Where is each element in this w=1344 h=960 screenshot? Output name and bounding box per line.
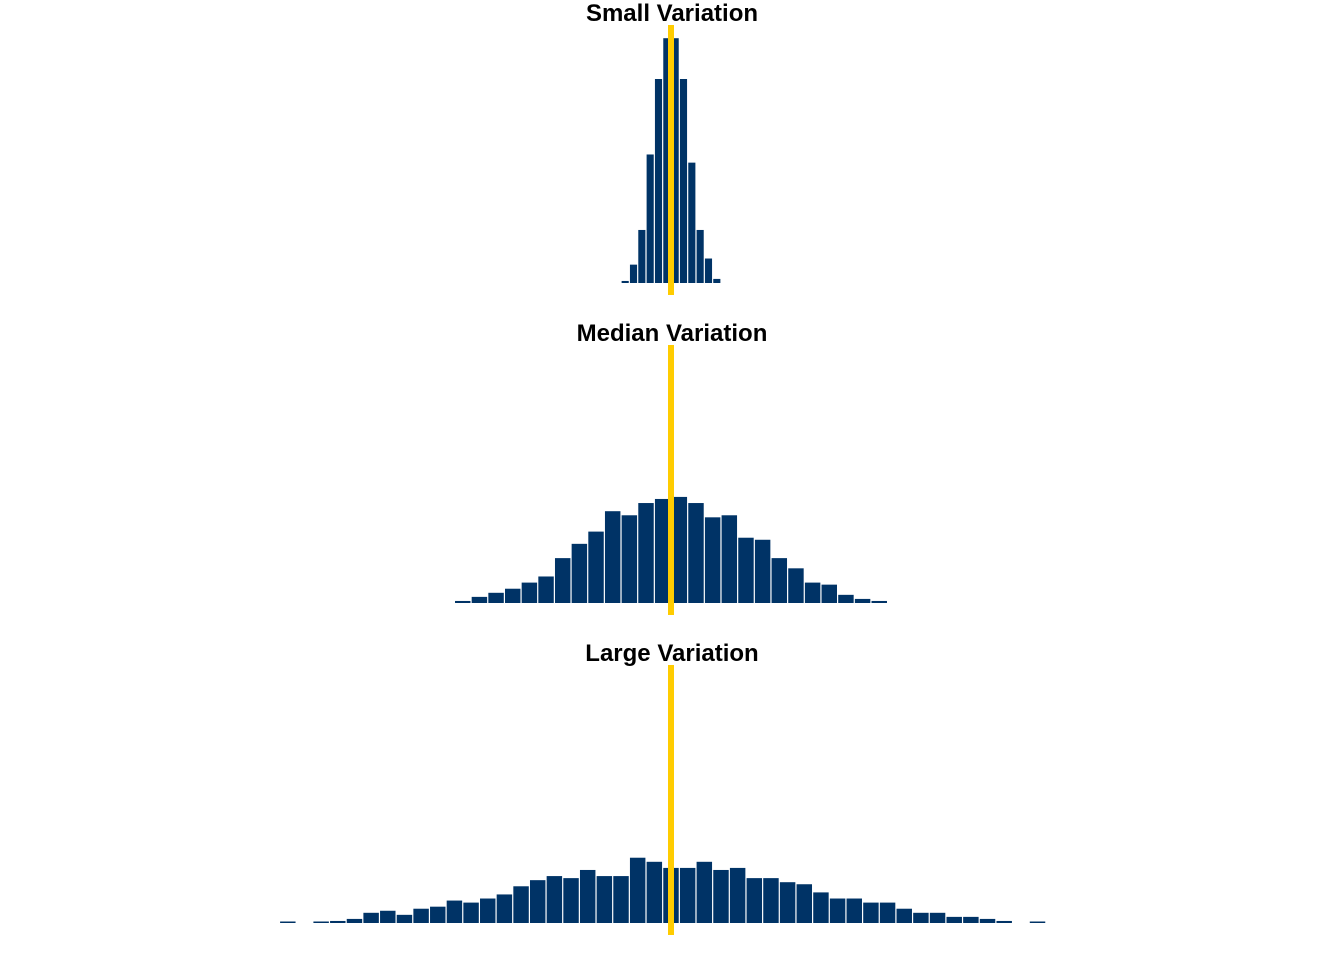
- histogram-bar: [671, 38, 679, 284]
- histogram-bar: [946, 916, 962, 923]
- histogram-bar: [463, 902, 479, 923]
- histogram-bar: [413, 908, 429, 923]
- histogram-bar: [363, 912, 379, 923]
- histogram-bar: [621, 515, 638, 603]
- histogram-bar: [796, 884, 813, 923]
- panel-large-variation: Large Variation: [0, 640, 1344, 960]
- histogram-bar: [663, 38, 671, 284]
- chart-title: Small Variation: [585, 0, 759, 27]
- histogram-bar: [679, 79, 688, 283]
- histogram-bar: [621, 280, 629, 283]
- histogram-bar: [1029, 921, 1046, 923]
- histogram-bar: [846, 898, 862, 923]
- histogram-bar: [505, 588, 521, 603]
- histogram-bar: [480, 898, 496, 923]
- histogram-bar: [396, 914, 413, 923]
- histogram-bar: [513, 886, 529, 923]
- histogram-bar: [863, 902, 879, 923]
- histogram-bar: [696, 861, 713, 923]
- histogram-bar: [838, 594, 854, 603]
- histogram-bar: [788, 568, 804, 603]
- histogram-bar: [779, 882, 796, 923]
- histogram-bar: [646, 154, 654, 283]
- histogram-bar: [696, 229, 704, 283]
- histogram-bar: [629, 264, 638, 283]
- histogram-bar: [729, 867, 746, 923]
- histogram-bar: [488, 592, 504, 603]
- histogram-bar: [721, 515, 738, 603]
- histogram-bar: [671, 496, 688, 603]
- histogram-bar: [446, 900, 463, 923]
- histogram-bar: [879, 902, 896, 923]
- histogram-bar: [546, 876, 563, 923]
- histogram-bar: [738, 537, 754, 603]
- histogram-bar: [821, 584, 837, 603]
- histogram-median-variation: [455, 345, 887, 615]
- histogram-bar: [688, 503, 704, 603]
- histogram-bar: [313, 921, 329, 923]
- histogram-bar: [704, 258, 713, 283]
- panel-median-variation: Median Variation: [0, 320, 1344, 640]
- histogram-bar: [771, 558, 788, 603]
- histogram-bar: [588, 531, 604, 603]
- histogram-bar: [430, 906, 446, 923]
- histogram-small-variation: [621, 25, 721, 295]
- histogram-bar: [529, 880, 546, 923]
- chart-title: Median Variation: [576, 320, 768, 347]
- histogram-bar: [596, 876, 613, 923]
- histogram-bar: [713, 278, 721, 283]
- chart-title: Large Variation: [585, 640, 759, 667]
- histogram-bar: [871, 600, 887, 603]
- histogram-bar: [638, 229, 646, 283]
- histogram-bar: [554, 558, 571, 603]
- histogram-bar: [280, 921, 296, 923]
- histogram-bar: [763, 878, 779, 923]
- histogram-bar: [963, 916, 979, 923]
- histogram-bar: [521, 582, 538, 603]
- histogram-bar: [813, 892, 829, 923]
- histogram-bar: [496, 894, 513, 923]
- histogram-bar: [746, 878, 763, 923]
- histogram-bar: [929, 912, 946, 923]
- histogram-bar: [979, 918, 996, 923]
- panel-small-variation: Small Variation: [0, 0, 1344, 320]
- histogram-bar: [613, 876, 629, 923]
- histogram-bar: [896, 908, 912, 923]
- histogram-bar: [913, 912, 929, 923]
- histogram-bar: [579, 869, 596, 923]
- histogram-bar: [804, 582, 821, 603]
- histogram-bar: [996, 920, 1012, 923]
- histogram-bar: [688, 162, 696, 283]
- histogram-bar: [330, 920, 346, 923]
- histogram-bar: [704, 517, 721, 603]
- histogram-bar: [854, 598, 871, 603]
- histogram-bar: [629, 857, 646, 923]
- histogram-bar: [346, 918, 363, 923]
- histogram-bar: [538, 576, 554, 603]
- histogram-bar: [455, 600, 471, 603]
- histogram-bar: [604, 511, 621, 603]
- histogram-bar: [754, 539, 771, 603]
- histogram-bar: [571, 543, 588, 603]
- histogram-bar: [380, 910, 396, 923]
- histogram-bar: [646, 861, 663, 923]
- histogram-bar: [654, 498, 671, 603]
- histogram-large-variation: [280, 665, 1046, 935]
- histogram-bar: [638, 503, 654, 603]
- histogram-bar: [713, 869, 729, 923]
- histogram-bar: [563, 878, 579, 923]
- histogram-bar: [679, 867, 696, 923]
- histogram-bar: [829, 898, 846, 923]
- histogram-bar: [471, 596, 488, 603]
- histogram-bar: [654, 79, 663, 283]
